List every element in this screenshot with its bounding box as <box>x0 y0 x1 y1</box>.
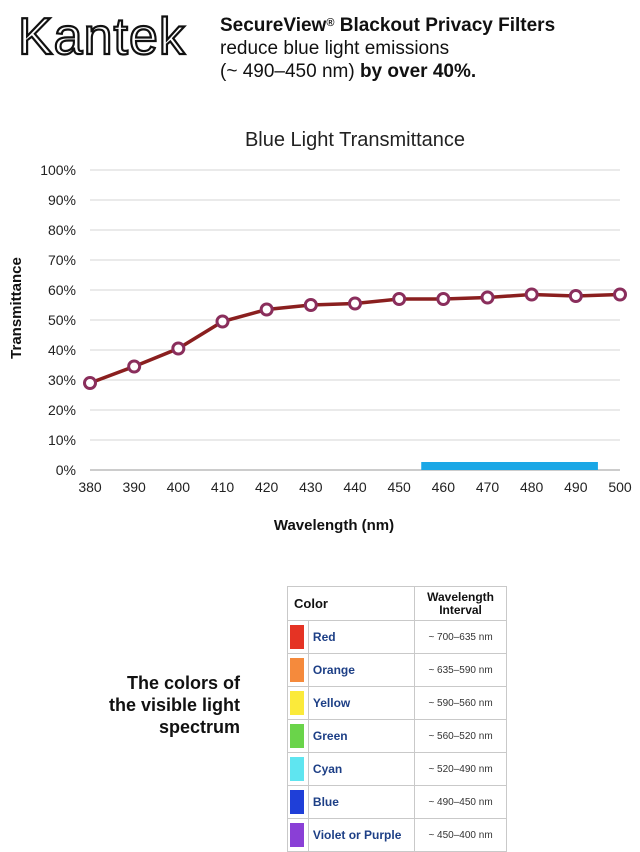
data-point-390 <box>127 359 142 374</box>
x-tick-410: 410 <box>211 479 235 495</box>
header-interval: Wavelength Interval <box>414 586 507 621</box>
x-tick-390: 390 <box>122 479 146 495</box>
color-name: Cyan <box>307 752 416 786</box>
y-tick-80: 80% <box>48 222 76 238</box>
spectrum-row-orange: Orange ~ 635–590 nm <box>287 653 507 687</box>
color-name: Green <box>307 719 416 753</box>
wavelength-range: ~ 635–590 nm <box>414 653 507 687</box>
color-swatch-cell <box>287 686 309 720</box>
spectrum-row-blue: Blue ~ 490–450 nm <box>287 785 507 819</box>
x-tick-420: 420 <box>255 479 279 495</box>
color-swatch-cell <box>287 719 309 753</box>
tagline: SecureView® Blackout Privacy Filters red… <box>220 14 630 83</box>
data-point-380 <box>83 376 97 390</box>
y-tick-10: 10% <box>48 432 76 448</box>
color-name: Red <box>307 620 416 654</box>
color-swatch <box>290 625 304 649</box>
color-swatch <box>290 790 304 814</box>
chart-grid <box>90 169 620 471</box>
spectrum-row-violet-or-purple: Violet or Purple ~ 450–400 nm <box>287 818 507 852</box>
data-point-470 <box>480 290 495 305</box>
data-point-460 <box>436 292 451 306</box>
x-tick-470: 470 <box>476 479 500 495</box>
data-point-440 <box>348 296 362 311</box>
spectrum-row-green: Green ~ 560–520 nm <box>287 719 507 753</box>
tagline-line-1: SecureView® Blackout Privacy Filters <box>220 15 556 36</box>
color-name: Orange <box>307 653 416 687</box>
x-tick-480: 480 <box>520 479 544 495</box>
wavelength-range: ~ 700–635 nm <box>414 620 507 654</box>
caption-line-1: The colors of <box>126 673 240 693</box>
data-point-500 <box>613 287 627 302</box>
tagline-line-3: (~ 490–450 nm) by over 40%. <box>220 61 477 82</box>
x-tick-440: 440 <box>343 479 367 495</box>
y-tick-90: 90% <box>48 192 76 208</box>
color-swatch <box>290 724 304 748</box>
color-swatch-cell <box>287 752 309 786</box>
wavelength-range: ~ 450–400 nm <box>414 818 507 852</box>
blue-light-highlight-bar <box>421 462 598 470</box>
data-point-420 <box>259 302 274 317</box>
x-tick-460: 460 <box>432 479 456 495</box>
data-point-430 <box>303 298 318 312</box>
y-tick-0: 0% <box>56 462 76 478</box>
color-swatch <box>290 757 304 781</box>
spectrum-row-red: Red ~ 700–635 nm <box>287 620 507 654</box>
y-tick-50: 50% <box>48 312 76 328</box>
spectrum-caption: The colors of the visible light spectrum <box>92 672 240 738</box>
x-tick-labels: 380 390 400 410 420 430 440 450 460 470 480 490 500 <box>78 479 632 495</box>
y-tick-100: 100% <box>40 162 76 178</box>
y-axis-label: Transmittance <box>8 257 25 359</box>
wavelength-range: ~ 490–450 nm <box>414 785 507 819</box>
spectrum-row-yellow: Yellow ~ 590–560 nm <box>287 686 507 720</box>
wavelength-range: ~ 560–520 nm <box>414 719 507 753</box>
y-tick-30: 30% <box>48 372 76 388</box>
x-tick-500: 500 <box>608 479 632 495</box>
logo-text: Kantek <box>18 8 186 64</box>
x-tick-400: 400 <box>167 479 191 495</box>
color-swatch-cell <box>287 818 309 852</box>
color-name: Blue <box>307 785 416 819</box>
color-name: Violet or Purple <box>307 818 416 852</box>
x-tick-450: 450 <box>387 479 411 495</box>
chart-title: Blue Light Transmittance <box>245 129 465 151</box>
x-tick-430: 430 <box>299 479 323 495</box>
spectrum-table: Color Wavelength Interval Red ~ 700–635 n… <box>286 586 507 852</box>
x-tick-380: 380 <box>78 479 102 495</box>
wavelength-range: ~ 590–560 nm <box>414 686 507 720</box>
color-swatch-cell <box>287 620 309 654</box>
caption-line-3: spectrum <box>158 717 240 737</box>
kantek-logo: Kantek <box>18 8 186 64</box>
caption-line-2: the visible light <box>108 695 240 715</box>
y-tick-70: 70% <box>48 252 76 268</box>
color-swatch-cell <box>287 785 309 819</box>
data-markers <box>83 287 627 390</box>
color-swatch <box>290 658 304 682</box>
y-tick-20: 20% <box>48 402 76 418</box>
header-color: Color <box>286 586 416 621</box>
y-tick-40: 40% <box>48 342 76 358</box>
color-name: Yellow <box>307 686 416 720</box>
data-point-410 <box>215 314 230 329</box>
color-swatch <box>290 691 304 715</box>
x-axis-label: Wavelength (nm) <box>274 517 394 534</box>
y-tick-labels: 0% 10% 20% 30% 40% 50% 60% 70% 80% 90% 100% <box>40 162 76 478</box>
data-point-450 <box>392 292 407 306</box>
color-swatch-cell <box>287 653 309 687</box>
data-point-400 <box>171 341 186 356</box>
spectrum-row-cyan: Cyan ~ 520–490 nm <box>287 752 507 786</box>
x-tick-490: 490 <box>564 479 588 495</box>
data-point-480 <box>524 287 539 302</box>
transmittance-chart: Blue Light Transmittance 0% 10% 20% 30% 40% 5… <box>8 129 632 534</box>
spectrum-table-header: Color Wavelength Interval <box>286 586 507 621</box>
data-point-490 <box>568 289 583 303</box>
color-swatch <box>290 823 304 847</box>
tagline-line-2: reduce blue light emissions <box>220 38 450 59</box>
y-tick-60: 60% <box>48 282 76 298</box>
wavelength-range: ~ 520–490 nm <box>414 752 507 786</box>
